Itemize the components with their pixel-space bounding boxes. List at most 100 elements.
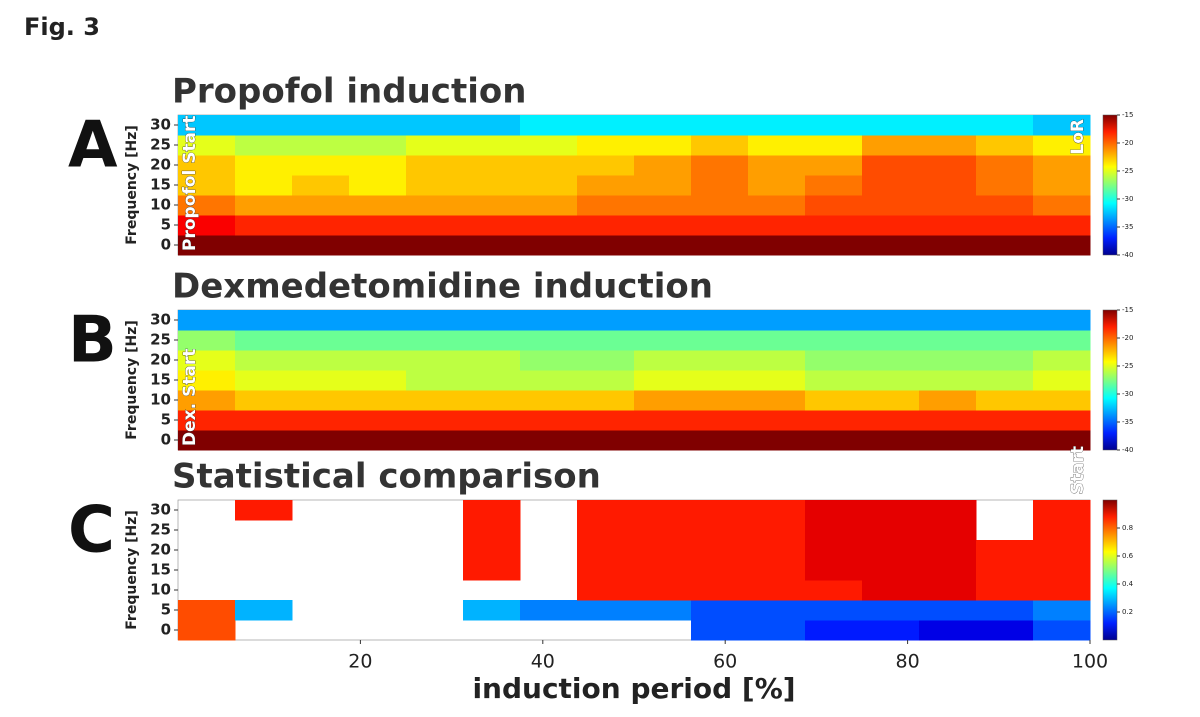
heatmap-cell [1033,560,1091,581]
heatmap-cell [691,350,749,371]
panel-title: Propofol induction [172,72,526,112]
heatmap-cell [577,195,635,216]
heatmap-cell [862,560,920,581]
heatmap-cell [691,175,749,196]
heatmap-cell [748,560,806,581]
heatmap-cell [691,600,749,621]
heatmap-cell [349,410,407,431]
y-tick-label: 15 [150,176,171,194]
heatmap-cell [1033,520,1091,541]
heatmap-cell [178,430,236,451]
heatmap-cell [862,600,920,621]
heatmap-cell [919,135,977,156]
heatmap-cell [919,370,977,391]
x-tick-label: 40 [531,651,555,673]
heatmap-cell [178,600,236,621]
heatmap-cell [862,390,920,411]
heatmap-cell [805,560,863,581]
heatmap-cell [463,370,521,391]
y-axis-label: Frequency [Hz] [124,320,140,439]
heatmap-cell [748,520,806,541]
heatmap-cell [406,330,464,351]
heatmap-cell [577,175,635,196]
heatmap-cell [805,155,863,176]
heatmap-cell [520,135,578,156]
heatmap-cell [748,600,806,621]
heatmap-cell [691,235,749,256]
y-tick-label: 0 [161,621,171,639]
heatmap-cell [292,330,350,351]
heatmap-cell [805,135,863,156]
heatmap-cell [748,620,806,641]
colorbar-tick-label: -20 [1122,139,1133,147]
heatmap-cell [577,520,635,541]
heatmap-cell [577,215,635,236]
heatmap-cell [520,330,578,351]
colorbar-tick-label: -15 [1122,111,1133,119]
heatmap-cell [235,195,293,216]
heatmap-cell [919,620,977,641]
heatmap-cell [178,175,236,196]
heatmap-cell [520,390,578,411]
heatmap-cell [178,390,236,411]
y-tick-label: 25 [150,331,171,349]
colorbar-tick-label: -20 [1122,334,1133,342]
figure-label: Fig. 3 [24,13,100,41]
heatmap-cell [349,390,407,411]
colorbar-tick-label: 0.6 [1122,552,1134,560]
heatmap-cell [976,390,1034,411]
heatmap-cell [919,410,977,431]
heatmap-cell [691,215,749,236]
heatmap-cell [805,430,863,451]
heatmap-cell [976,135,1034,156]
heatmap-cell [919,520,977,541]
heatmap-cell [748,410,806,431]
heatmap-cell [463,215,521,236]
heatmap-cell [349,175,407,196]
heatmap-cell [691,540,749,561]
heatmap-cell [235,410,293,431]
heatmap-cell [748,330,806,351]
y-tick-label: 5 [161,411,171,429]
heatmap-cell [577,390,635,411]
colorbar [1102,499,1118,641]
colorbar [1102,309,1118,451]
heatmap-cell [577,155,635,176]
heatmap-cell [292,195,350,216]
colorbar-tick-label: -35 [1122,223,1133,231]
heatmap-cell [406,430,464,451]
heatmap-cell [691,330,749,351]
heatmap-cell [805,410,863,431]
heatmap-cell [862,620,920,641]
heatmap-cell [976,195,1034,216]
heatmap-cell [178,350,236,371]
heatmap-cell [577,560,635,581]
heatmap-cell [406,135,464,156]
heatmap-cell [748,235,806,256]
panel-letter: A [68,109,118,183]
heatmap-cell [178,330,236,351]
heatmap-cell [520,195,578,216]
heatmap-cell [634,350,692,371]
heatmap-cell [463,175,521,196]
heatmap-cell [577,115,635,136]
heatmap-cell [577,430,635,451]
heatmap-cell [178,310,236,331]
heatmap-cell [919,430,977,451]
heatmap-cell [748,500,806,521]
heatmap-cell [349,370,407,391]
heatmap-cell [406,175,464,196]
heatmap-cell [1033,310,1091,331]
colorbar-tick-label: -25 [1122,167,1133,175]
heatmap-cell [349,310,407,331]
heatmap-cell [463,430,521,451]
heatmap-cell [691,410,749,431]
heatmap-cell [748,175,806,196]
heatmap-cell [349,430,407,451]
heatmap-cell [976,235,1034,256]
y-tick-label: 20 [150,541,171,559]
heatmap-cell [634,195,692,216]
heatmap-cell [976,310,1034,331]
heatmap-cell [520,350,578,371]
y-tick-label: 15 [150,371,171,389]
